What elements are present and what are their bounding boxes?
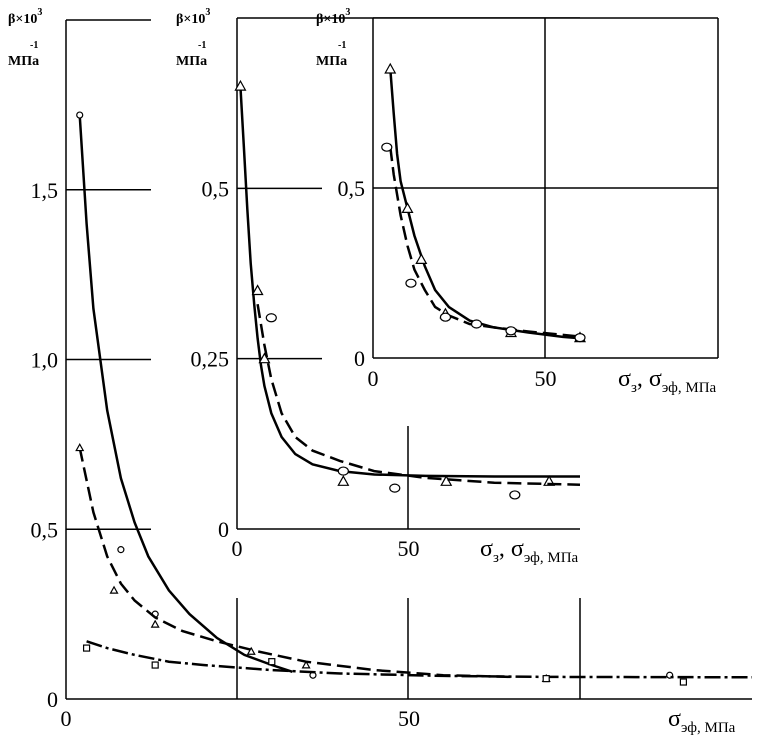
inset-series-0-point <box>415 253 428 264</box>
middle-series-0-point <box>337 475 350 486</box>
middle-xlabel-sigma: σ <box>480 536 493 562</box>
middle-xtick-label: 50 <box>398 536 420 561</box>
main-xlabel-sub: эф, МПа <box>681 720 736 736</box>
middle-ytick-label: 0 <box>218 517 229 542</box>
main-series-1-point <box>301 660 311 669</box>
inset-ylabel-unit-sup: -1 <box>338 40 346 51</box>
middle-xlabel-sub2: эф, МПа <box>524 550 579 566</box>
middle-series-0-point <box>258 352 271 364</box>
middle-series-1-point <box>389 483 401 493</box>
inset-series-1-point <box>439 312 452 322</box>
middle-series-1-line <box>256 303 581 486</box>
main-series-2-point <box>542 675 550 683</box>
inset-series-1-point <box>470 319 483 329</box>
inset-ylabel-sup: 3 <box>345 7 350 18</box>
main-series-0-line <box>78 115 293 673</box>
middle-series-1-point <box>265 313 277 323</box>
main-xlabel-sigma: σ <box>668 706 681 732</box>
inset-xlabel: σз, σэф, МПа <box>618 366 717 396</box>
inset-xlabel-sep: , σ <box>637 366 662 392</box>
inset-ylabel: β×103 <box>316 7 350 27</box>
main-series-2-point <box>82 644 91 652</box>
inset-series-1-point <box>405 278 417 288</box>
inset-series-0-point <box>401 202 414 213</box>
inset-series-1-point <box>505 326 517 336</box>
main-series-0-point <box>76 111 84 119</box>
main-ytick-label: 1,0 <box>31 348 59 373</box>
main-ylabel-unit: МПа-1 <box>8 40 39 69</box>
inset-xlabel-sub1: з <box>631 380 637 396</box>
middle-ylabel-unit-sup: -1 <box>198 40 206 51</box>
main-xtick-label: 50 <box>398 706 420 731</box>
middle-series-0-point <box>251 284 264 296</box>
main-ylabel-unit-sup: -1 <box>30 40 38 51</box>
main-series-1-point <box>150 619 160 628</box>
inset-xlabel-sigma: σ <box>618 366 631 392</box>
middle-series-1-point <box>337 466 349 476</box>
middle-ylabel-unit: МПа-1 <box>176 40 207 69</box>
middle-ylabel: β×103 <box>176 7 210 27</box>
main-ylabel: β×103 <box>8 7 42 27</box>
middle-xlabel: σз, σэф, МПа <box>480 536 579 566</box>
middle-series-0-point <box>440 475 453 486</box>
middle-xlabel-sep: , σ <box>499 536 524 562</box>
main-series-2-line <box>86 640 753 679</box>
inset-xtick-label: 50 <box>535 366 557 391</box>
inset-ytick-label: 0 <box>354 346 365 371</box>
main-series-0-point <box>117 546 125 554</box>
main-series-1-point <box>109 585 119 594</box>
main-series-1-point <box>246 646 256 655</box>
inset-series-0-point <box>384 62 397 74</box>
main-series-2-point <box>151 661 159 669</box>
middle-ytick-label: 0,25 <box>191 347 230 372</box>
main-series-1-line <box>78 447 512 679</box>
inset-series-1-point <box>381 142 393 152</box>
middle-series-0-point <box>234 79 247 91</box>
inset-series-1-line <box>389 147 581 338</box>
inset-series-0-line <box>389 68 581 340</box>
inset-xlabel-sub2: эф, МПа <box>662 380 717 396</box>
middle-ytick-label: 0,5 <box>202 176 230 201</box>
main-ytick-label: 1,5 <box>31 178 59 203</box>
main-series-1-point <box>75 443 85 452</box>
main-ylabel-sup: 3 <box>37 7 42 18</box>
inset-xtick-label: 0 <box>368 366 379 391</box>
main-xlabel: σэф, МПа <box>668 706 736 736</box>
middle-series-1-point <box>509 490 521 500</box>
inset-series-1-point <box>574 333 586 343</box>
middle-xtick-label: 0 <box>232 536 243 561</box>
middle-ylabel-sup: 3 <box>205 7 210 18</box>
main-series-2-point <box>679 678 688 686</box>
main-series-2-point <box>268 658 276 666</box>
middle-series-0-line <box>239 86 580 478</box>
main-ytick-label: 0,5 <box>31 517 59 542</box>
inset-ytick-label: 0,5 <box>338 176 366 201</box>
main-xtick-label: 0 <box>61 706 72 731</box>
main-ytick-label: 0 <box>47 687 58 712</box>
middle-xlabel-sub1: з <box>493 550 499 566</box>
